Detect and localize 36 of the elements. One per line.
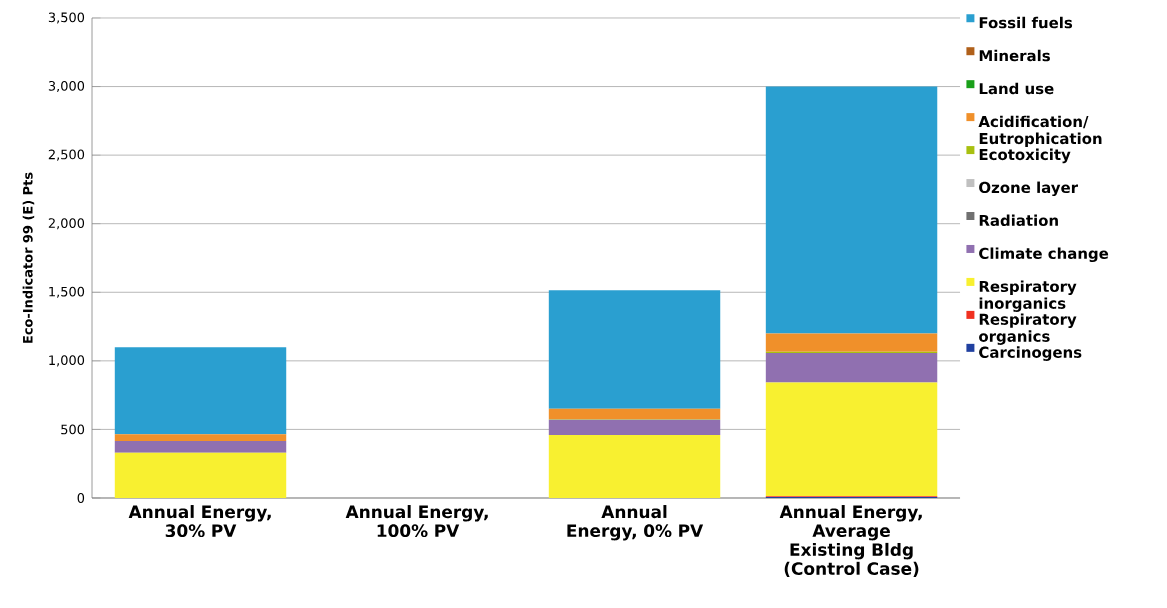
legend-label: Climate change bbox=[979, 247, 1109, 263]
bar bbox=[765, 86, 938, 334]
x-tick-label: Annual Energy, 100% PV bbox=[345, 505, 488, 538]
bar bbox=[548, 290, 721, 409]
bar bbox=[548, 408, 721, 420]
bar bbox=[114, 441, 287, 453]
y-tick-label: 1,000 bbox=[49, 355, 85, 367]
legend-label: Minerals bbox=[979, 49, 1050, 62]
bar bbox=[114, 434, 287, 442]
y-tick-label: 1,500 bbox=[49, 286, 85, 298]
bar bbox=[548, 434, 721, 498]
legend-label: Fossil fuels bbox=[979, 16, 1073, 29]
x-tick-label: Annual Energy, 30% PV bbox=[128, 505, 271, 538]
y-tick-label: 0 bbox=[77, 493, 85, 503]
y-tick-label: 500 bbox=[61, 424, 85, 435]
bar bbox=[765, 382, 938, 497]
legend-label: Acidification/ Eutrophication bbox=[978, 115, 1102, 148]
y-tick-label: 2,000 bbox=[48, 218, 85, 230]
bar bbox=[114, 347, 287, 435]
legend-label: Respiratory organics bbox=[979, 313, 1077, 345]
y-tick-label: 3,500 bbox=[48, 12, 85, 24]
x-tick-label: Annual Energy, 0% PV bbox=[567, 505, 704, 541]
bar bbox=[765, 333, 938, 352]
bar bbox=[548, 419, 721, 435]
legend-label: Land use bbox=[979, 82, 1054, 95]
legend-label: Ecotoxicity bbox=[979, 148, 1071, 164]
legend-label: Respiratory inorganics bbox=[979, 280, 1077, 312]
legend-label: Carcinogens bbox=[979, 346, 1082, 361]
bar bbox=[765, 353, 938, 383]
y-tick-label: 2,500 bbox=[48, 149, 85, 161]
x-tick-label: Annual Energy, Average Existing Bldg (Control Case) bbox=[779, 505, 922, 577]
legend-label: Ozone layer bbox=[979, 181, 1078, 197]
legend-label: Radiation bbox=[979, 214, 1058, 227]
y-axis-title: Eco-Indicator 99 (E) Pts bbox=[22, 172, 35, 343]
bar bbox=[114, 452, 287, 498]
y-tick-label: 3,000 bbox=[48, 81, 85, 93]
